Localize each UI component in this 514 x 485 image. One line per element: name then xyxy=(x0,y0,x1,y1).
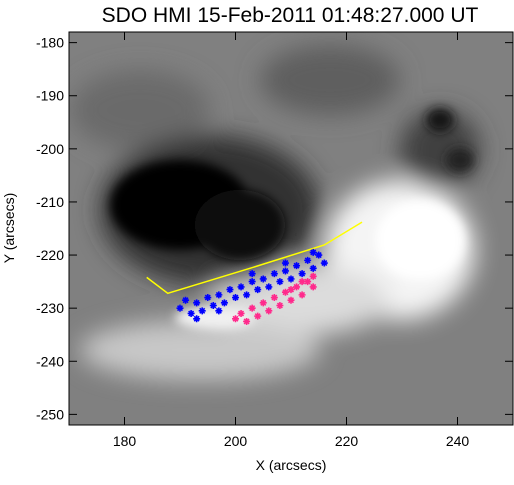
scatter-point xyxy=(232,315,239,323)
scatter-point xyxy=(298,291,306,299)
scatter-point xyxy=(270,270,278,278)
scatter-point xyxy=(182,296,190,304)
scatter-point xyxy=(309,264,317,272)
scatter-point xyxy=(281,267,289,275)
scatter-point xyxy=(315,251,323,259)
scatter-point xyxy=(243,291,251,299)
scatter-point xyxy=(281,259,289,267)
scatter-point xyxy=(276,278,284,286)
y-tick-label: -230 xyxy=(36,300,64,316)
scatter-point xyxy=(298,278,306,286)
scatter-point xyxy=(176,304,184,312)
plot-frame xyxy=(68,31,514,426)
scatter-point xyxy=(265,307,273,315)
scatter-point xyxy=(187,309,195,317)
scatter-point xyxy=(293,283,301,291)
scatter-point xyxy=(265,283,273,291)
scatter-point xyxy=(204,294,212,302)
scatter-point xyxy=(193,299,201,307)
scatter-point xyxy=(287,275,295,283)
scatter-point xyxy=(243,317,251,325)
scatter-point xyxy=(298,270,306,278)
scatter-point xyxy=(226,286,234,294)
scatter-point xyxy=(254,312,262,320)
scatter-point xyxy=(287,286,295,294)
y-tick-label: -210 xyxy=(36,194,64,210)
scatter-point xyxy=(259,299,267,307)
inversion-line xyxy=(146,221,363,295)
y-tick-label: -200 xyxy=(36,141,64,157)
x-tick-label: 240 xyxy=(446,433,470,449)
scatter-point xyxy=(198,307,206,315)
scatter-point xyxy=(248,270,256,278)
scatter-point xyxy=(220,299,228,307)
y-axis-label: Y (arcsecs) xyxy=(1,193,17,264)
y-tick-label: -240 xyxy=(36,353,64,369)
scatter-point xyxy=(281,288,289,296)
scatter-point xyxy=(259,275,267,283)
scatter-point xyxy=(293,262,301,270)
scatter-point xyxy=(287,296,295,304)
scatter-point xyxy=(270,294,278,302)
x-axis-label: X (arcsecs) xyxy=(256,457,327,473)
scatter-point xyxy=(309,283,317,291)
scatter-point xyxy=(209,302,217,310)
scatter-point xyxy=(193,315,201,323)
x-tick-label: 220 xyxy=(335,433,359,449)
scatter-point xyxy=(304,256,312,264)
scatter-point xyxy=(237,309,245,317)
x-tick-label: 180 xyxy=(113,433,137,449)
x-tick-label: 200 xyxy=(224,433,248,449)
scatter-point xyxy=(254,286,262,294)
y-tick-label: -180 xyxy=(36,35,64,51)
magnetogram xyxy=(69,32,513,425)
scatter-point xyxy=(276,302,284,310)
scatter-point xyxy=(215,291,223,299)
scatter-point xyxy=(237,283,245,291)
scatter-point xyxy=(309,248,317,256)
chart-title: SDO HMI 15-Feb-2011 01:48:27.000 UT xyxy=(102,4,479,27)
scatter-point xyxy=(215,307,223,315)
scatter-point xyxy=(248,278,256,286)
scatter-point xyxy=(232,294,239,302)
y-tick-label: -220 xyxy=(36,247,64,263)
y-tick-label: -250 xyxy=(36,406,64,422)
scatter-point xyxy=(309,272,317,280)
scatter-point xyxy=(320,259,328,267)
scatter-point xyxy=(304,278,312,286)
y-tick-label: -190 xyxy=(36,88,64,104)
scatter-point xyxy=(248,304,256,312)
